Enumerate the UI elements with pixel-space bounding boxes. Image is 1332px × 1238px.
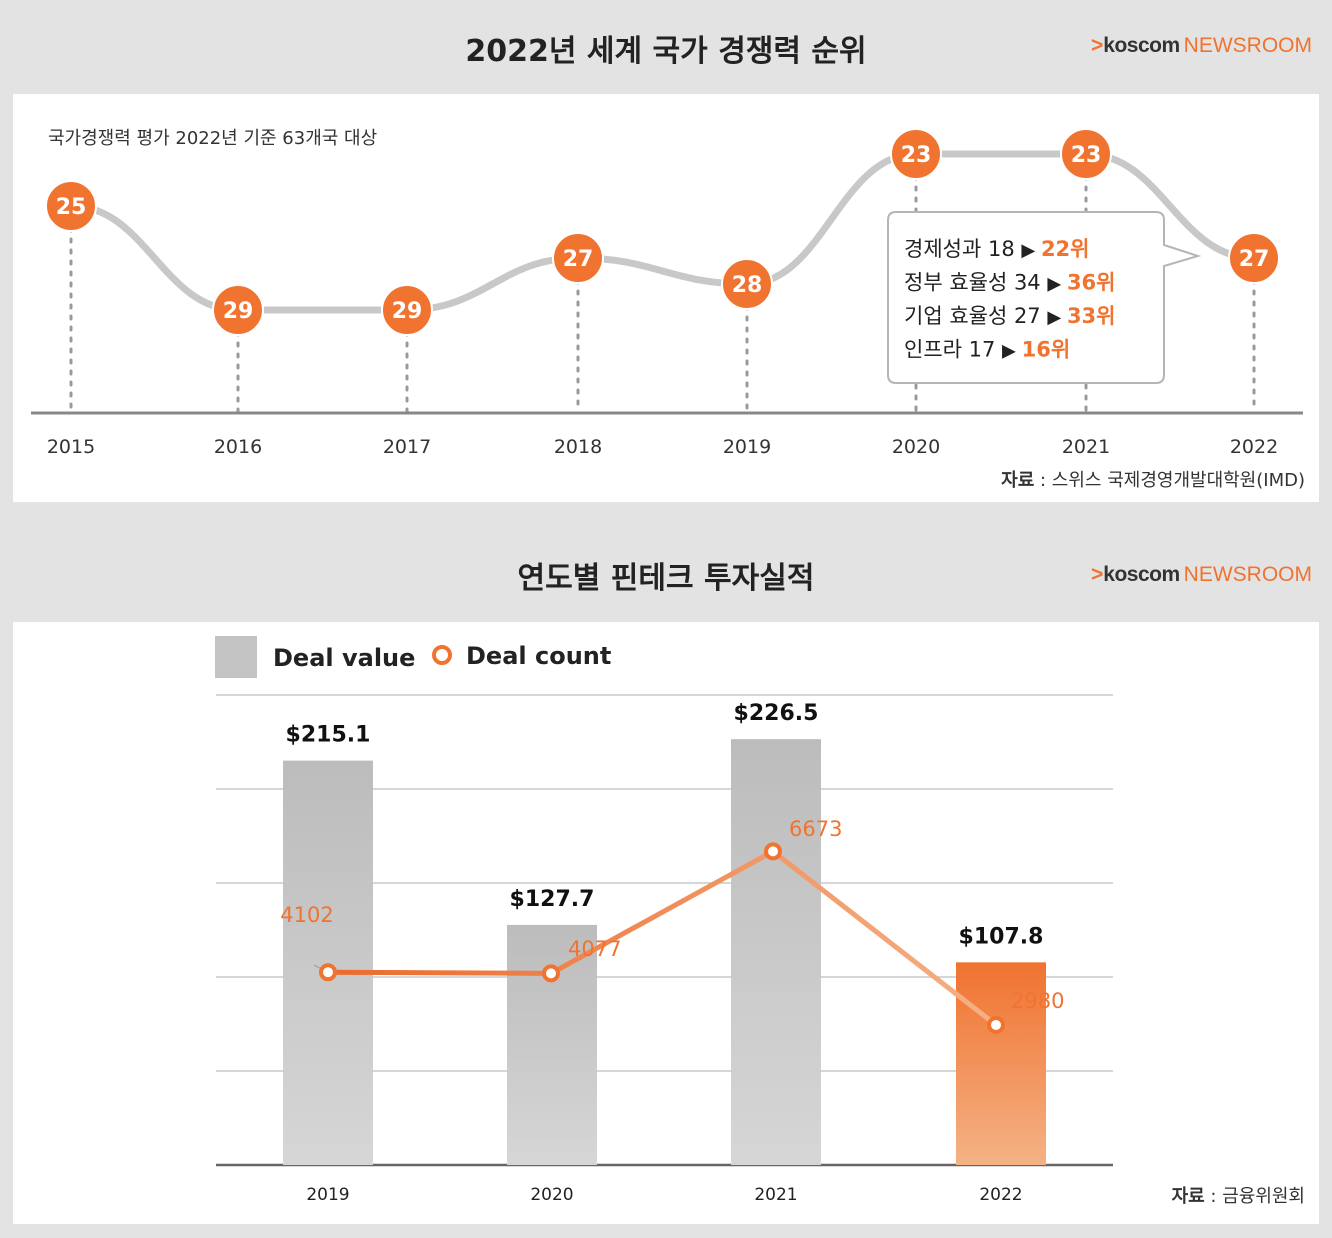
bar-value-label-2020: $127.7 [510,887,595,912]
chart-note: 국가경쟁력 평가 2022년 기준 63개국 대상 [48,128,377,149]
x-tick-2020: 2020 [530,1185,573,1205]
rank-label-2020: 23 [901,143,932,168]
x-tick-2022: 2022 [1230,436,1278,458]
rank-label-2019: 28 [732,273,763,298]
rank-marker-2017 [381,284,433,336]
source-note-top: 자료 : 스위스 국제경영개발대학원(IMD) [1001,470,1305,491]
fintech-chart-panel: Deal value Deal count $215.1 2019 $127.7 2020… [13,622,1319,1224]
x-tick-2018: 2018 [554,436,602,458]
count-marker-2022 [987,1015,1005,1034]
brand-logo-bottom: >koscom NEWSROOM [1091,563,1312,586]
x-tick-2019: 2019 [723,436,771,458]
count-label-2021: 6673 [789,817,842,841]
count-marker-2020 [542,964,560,983]
x-tick-2015: 2015 [47,436,95,458]
bar-value-label-2019: $215.1 [286,723,371,748]
callout-row-4: 인프라 17 ▶ 16위 [904,338,1070,362]
count-label-2022: 2980 [1011,989,1064,1013]
legend-line-marker [432,645,452,665]
rank-label-2018: 27 [563,247,594,272]
x-tick-2021: 2021 [1062,436,1110,458]
brand-logo-top: >koscom NEWSROOM [1091,34,1312,57]
rank-marker-2019 [721,258,773,310]
fintech-combo-chart: Deal value Deal count $215.1 2019 $127.7 2020… [215,636,1305,1207]
rank-marker-2020 [890,128,942,180]
x-tick-2016: 2016 [214,436,262,458]
bar-value-label-2021: $226.5 [734,701,819,726]
fintech-chart-title: 연도별 핀테크 투자실적 [517,561,815,596]
legend-bar-swatch [215,636,257,678]
bar-2022 [956,962,1046,1165]
rank-label-2015: 25 [56,195,87,220]
x-tick-2019: 2019 [306,1185,349,1205]
x-tick-2020: 2020 [892,436,940,458]
x-tick-2017: 2017 [383,436,431,458]
legend-bar-label: Deal value [273,644,415,672]
rank-marker-2022 [1228,232,1280,284]
deal-count-line [327,848,998,1027]
count-marker-2021 [764,842,782,861]
rank-marker-2021 [1060,128,1112,180]
callout-row-2: 정부 효율성 34 ▶ 36위 [904,271,1115,295]
bar-2019 [283,760,373,1165]
legend-line-label: Deal count [466,642,611,670]
x-tick-2021: 2021 [754,1185,797,1205]
rank-label-2022: 27 [1239,247,1270,272]
callout-row-1: 경제성과 18 ▶ 22위 [904,237,1089,261]
rank-label-2021: 23 [1071,143,1102,168]
rank-marker-2015 [45,180,97,232]
rank-marker-2016 [212,284,264,336]
count-label-2019: 4102 [280,903,333,927]
callout-row-3: 기업 효율성 27 ▶ 33위 [904,304,1115,328]
callout-box [887,211,1202,384]
bar-value-label-2022: $107.8 [959,924,1044,949]
x-tick-2022: 2022 [979,1185,1022,1205]
count-label-2020: 4077 [568,937,621,961]
source-note-bottom: 자료 : 금융위원회 [1172,1186,1305,1207]
rank-label-2016: 29 [223,299,254,324]
count-marker-2019 [319,963,337,982]
rank-label-2017: 29 [392,299,423,324]
bar-2021 [731,739,821,1165]
rank-marker-2018 [552,232,604,284]
rank-chart-title: 2022년 세계 국가 경쟁력 순위 [465,34,867,69]
